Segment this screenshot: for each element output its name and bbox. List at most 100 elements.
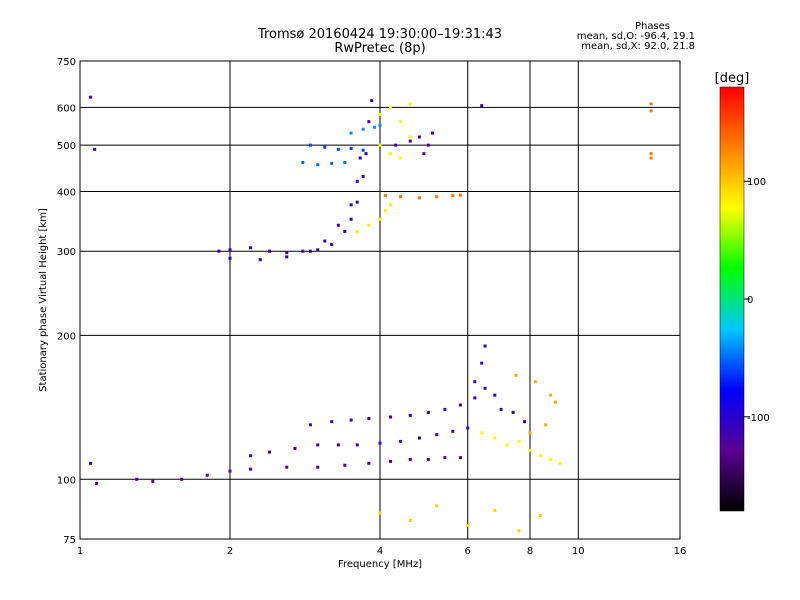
- data-point: [258, 258, 262, 262]
- data-point: [533, 380, 537, 384]
- data-point: [649, 152, 653, 156]
- chart-subtitle: RwPretec (8p): [334, 41, 426, 56]
- y-tick-label: 200: [57, 331, 76, 342]
- data-point: [399, 195, 403, 199]
- data-point: [180, 477, 184, 481]
- data-point: [451, 194, 455, 198]
- data-point: [367, 461, 371, 465]
- data-point: [285, 251, 289, 255]
- data-point: [336, 443, 340, 447]
- data-point: [417, 135, 421, 139]
- data-point: [539, 513, 543, 517]
- y-axis-label: Stationary phase Virtual Height [km]: [38, 208, 49, 392]
- data-point: [408, 102, 412, 106]
- data-point: [435, 433, 439, 437]
- data-point: [308, 249, 312, 253]
- data-point: [426, 143, 430, 147]
- data-point: [408, 518, 412, 522]
- y-tick-label: 100: [57, 475, 76, 486]
- data-point: [367, 223, 371, 227]
- data-point: [205, 473, 209, 477]
- colorbar-tick-label: -100: [747, 413, 770, 424]
- data-point: [517, 529, 521, 533]
- data-point: [343, 229, 347, 233]
- data-point: [378, 123, 382, 127]
- data-point: [493, 509, 497, 513]
- data-point: [361, 174, 365, 178]
- data-point: [349, 203, 353, 207]
- data-point: [517, 439, 521, 443]
- data-point: [249, 246, 253, 250]
- data-point: [358, 156, 362, 160]
- data-point: [378, 112, 382, 116]
- data-point: [316, 465, 320, 469]
- data-point: [373, 125, 377, 129]
- data-point: [451, 429, 455, 433]
- data-point: [539, 454, 543, 458]
- x-tick-label: 6: [465, 546, 471, 557]
- data-point: [285, 255, 289, 259]
- data-point: [316, 443, 320, 447]
- y-tick-label: 600: [57, 103, 76, 114]
- x-tick-label: 16: [674, 546, 687, 557]
- data-point: [378, 511, 382, 515]
- data-point: [367, 120, 371, 124]
- data-point: [544, 423, 548, 427]
- plot-frame: [79, 60, 681, 540]
- data-point: [336, 147, 340, 151]
- data-point: [228, 248, 232, 252]
- data-point: [293, 446, 297, 450]
- data-point: [511, 410, 515, 414]
- data-point: [378, 217, 382, 221]
- data-point: [355, 443, 359, 447]
- data-point: [316, 248, 320, 252]
- data-point: [558, 461, 562, 465]
- data-point: [553, 400, 557, 404]
- data-point: [217, 249, 221, 253]
- data-point: [249, 467, 253, 471]
- x-tick-label: 10: [572, 546, 585, 557]
- grid-lines: [80, 61, 680, 539]
- data-point: [649, 156, 653, 160]
- data-point: [417, 196, 421, 200]
- data-point: [549, 393, 553, 397]
- data-point: [483, 344, 487, 348]
- data-point: [466, 426, 470, 430]
- y-tick-label: 300: [57, 247, 76, 258]
- data-point: [435, 195, 439, 199]
- data-point: [505, 443, 509, 447]
- data-point: [399, 156, 403, 160]
- stats-heading: Phases: [634, 21, 671, 32]
- data-point: [336, 223, 340, 227]
- data-point: [249, 454, 253, 458]
- x-axis-label: Frequency [MHz]: [338, 559, 422, 570]
- colorbar-label: [deg]: [715, 71, 750, 86]
- colorbar: [719, 86, 745, 512]
- data-point: [349, 147, 353, 151]
- chart-title: Tromsø 20160424 19:30:00–19:31:43: [257, 27, 503, 42]
- data-point: [426, 457, 430, 461]
- data-point: [378, 143, 382, 147]
- data-point: [89, 95, 93, 99]
- data-point: [399, 439, 403, 443]
- y-tick-label: 75: [63, 535, 76, 546]
- data-point: [480, 361, 484, 365]
- data-point: [355, 179, 359, 183]
- data-point: [480, 104, 484, 108]
- data-point: [408, 135, 412, 139]
- data-point: [649, 109, 653, 113]
- data-point: [330, 161, 334, 165]
- data-point: [267, 249, 271, 253]
- y-tick-label: 750: [57, 57, 76, 68]
- data-point: [473, 380, 477, 384]
- data-point: [389, 152, 393, 156]
- data-point: [394, 143, 398, 147]
- data-point: [422, 152, 426, 156]
- data-point: [349, 131, 353, 135]
- data-point: [514, 373, 518, 377]
- data-point: [93, 147, 97, 151]
- data-point: [330, 242, 334, 246]
- data-point: [355, 229, 359, 233]
- data-point: [316, 163, 320, 167]
- colorbar-tick-label: 0: [747, 295, 753, 306]
